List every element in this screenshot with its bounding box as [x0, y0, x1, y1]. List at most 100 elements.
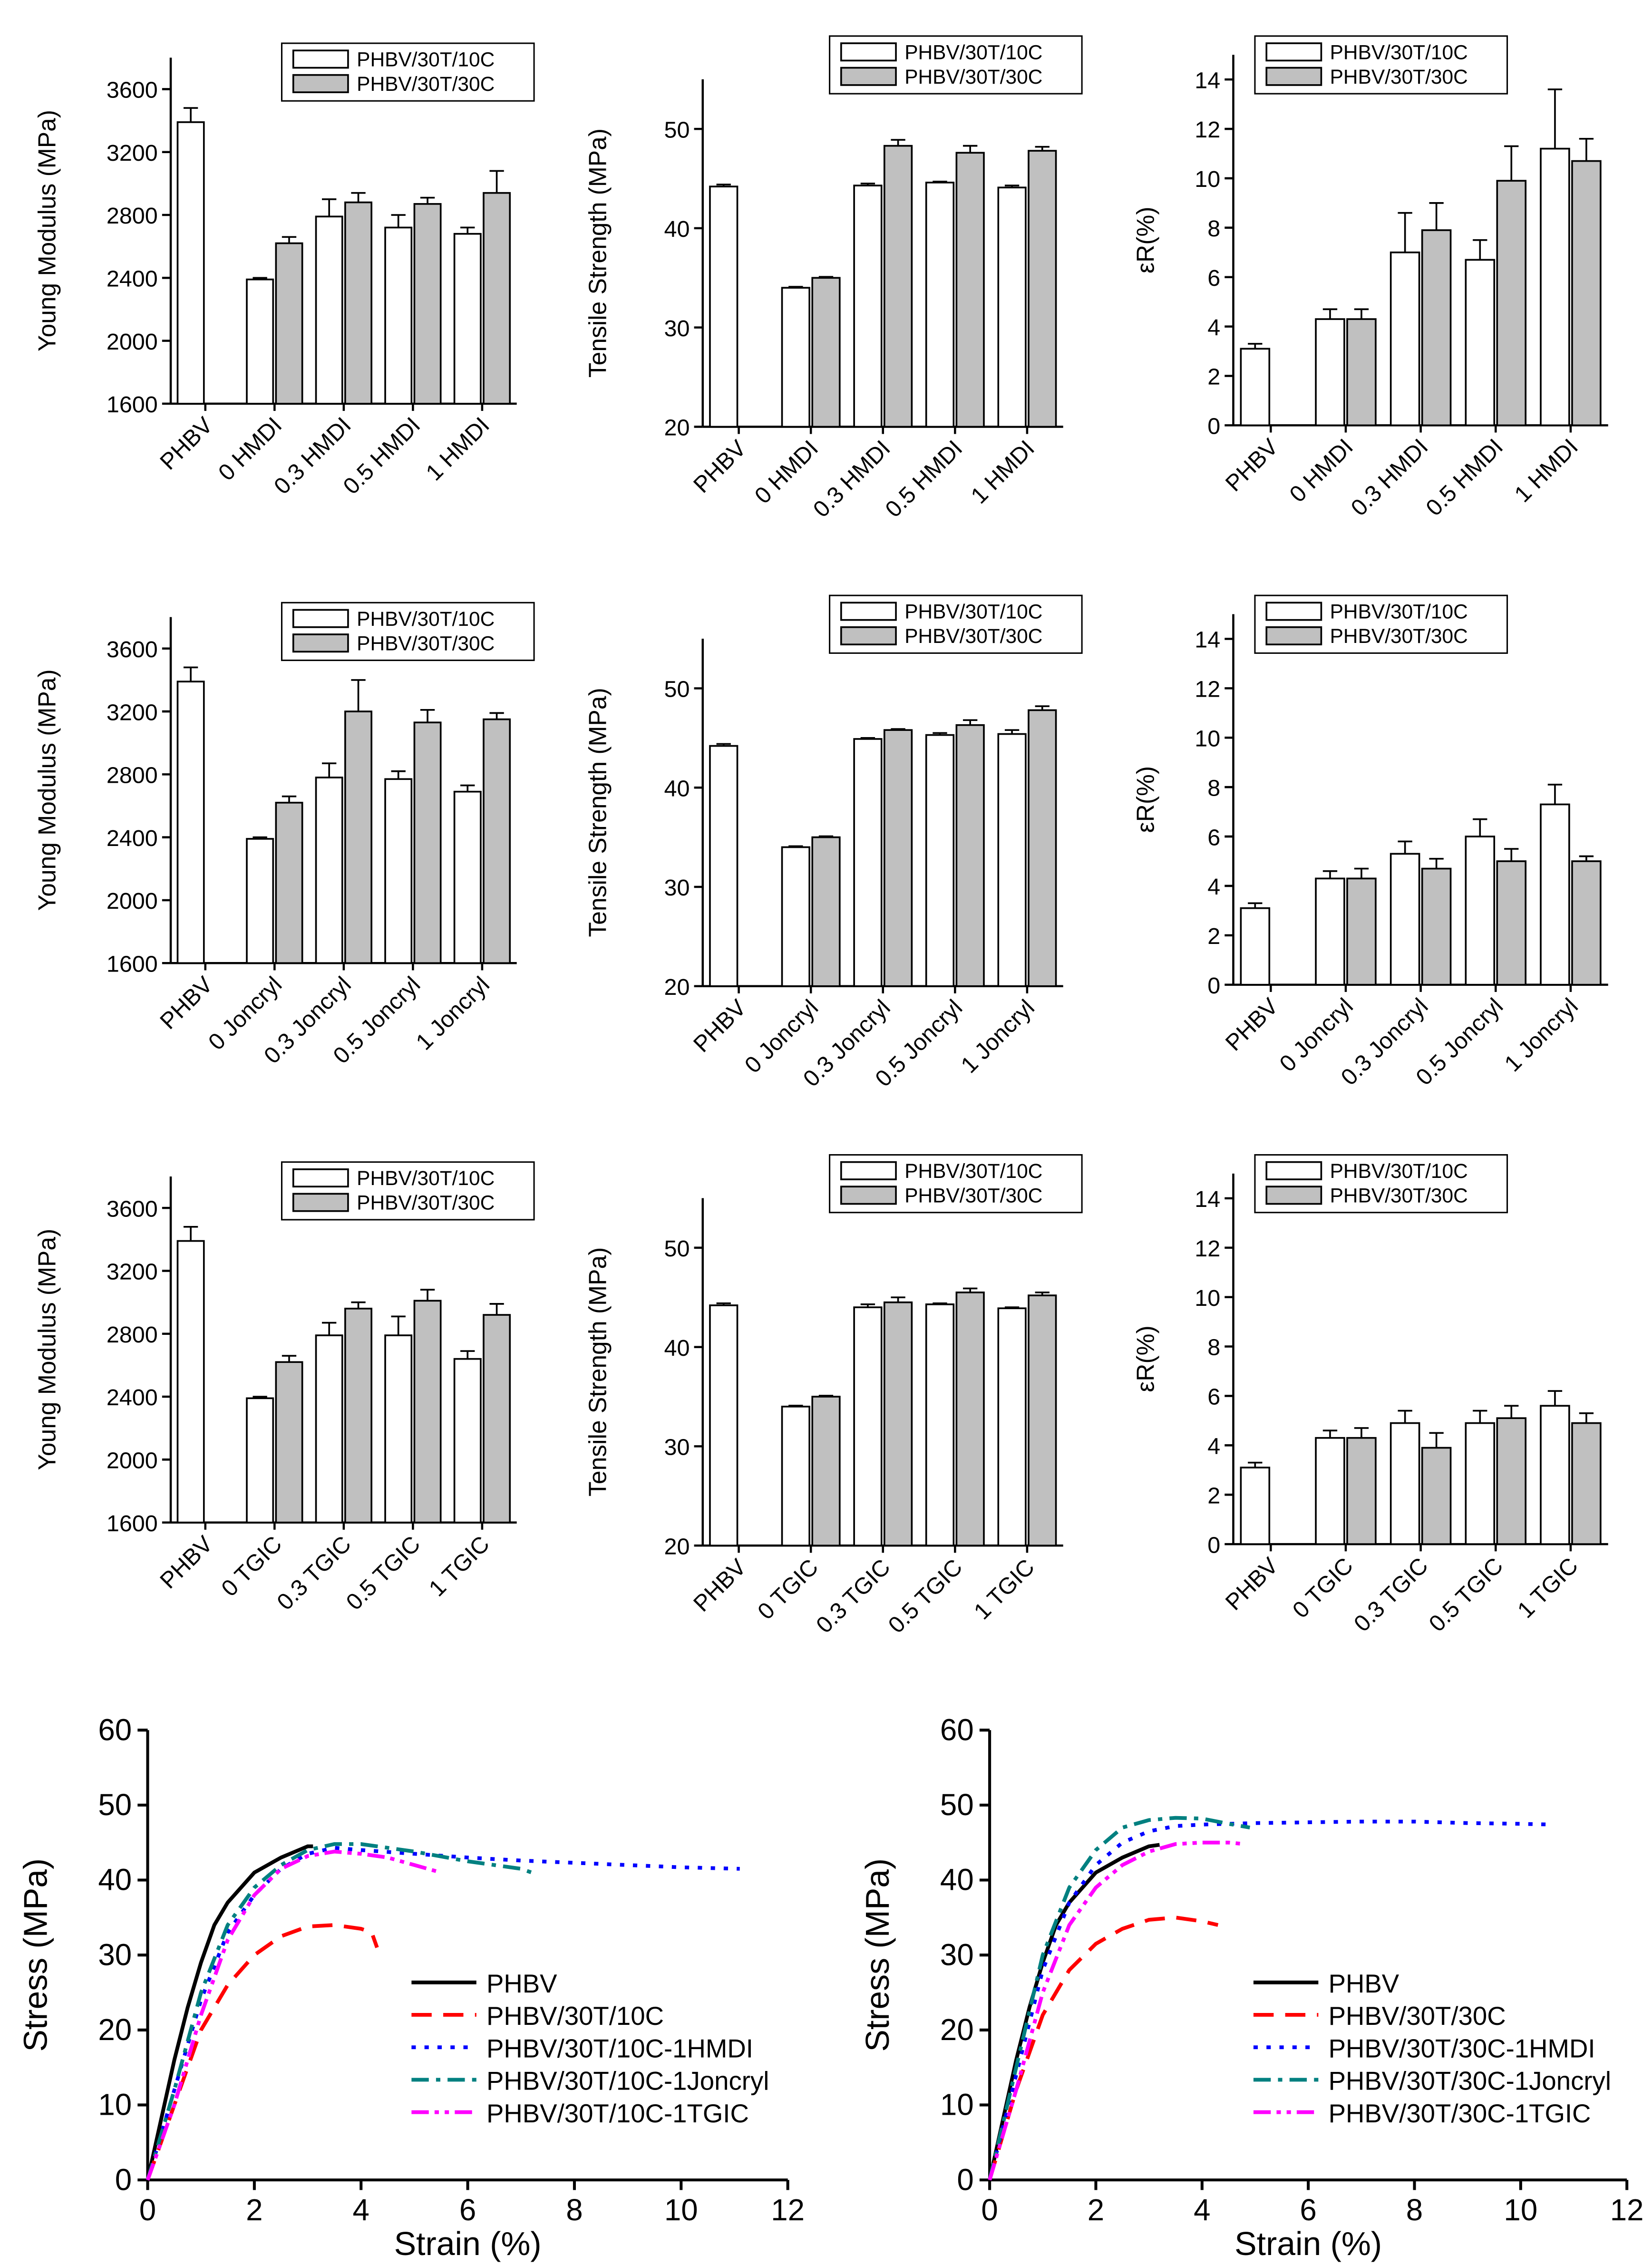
bar — [883, 145, 913, 428]
y-tick-label: 0 — [1207, 1532, 1220, 1558]
y-axis-label: Young Modulus (MPa) — [33, 110, 60, 351]
x-tick-label: 1 HMDI — [1509, 434, 1583, 507]
bar — [1540, 803, 1570, 986]
error-bar — [183, 107, 198, 122]
error-bar — [1248, 343, 1263, 349]
error-bar — [860, 737, 875, 739]
y-tick-label: 20 — [664, 974, 690, 1000]
y-tick-label: 3200 — [107, 700, 158, 725]
bar — [344, 710, 373, 964]
error-bar — [282, 236, 297, 243]
bar — [1028, 150, 1057, 428]
x-tick-label: 1 HMDI — [421, 412, 494, 486]
y-tick-label: 2000 — [107, 888, 158, 914]
bar — [1496, 860, 1527, 986]
error-bar — [183, 666, 198, 682]
bar — [709, 1304, 739, 1546]
error-bar — [420, 709, 435, 723]
bar — [483, 1314, 511, 1524]
error-bar — [1547, 88, 1563, 149]
error-bar — [489, 1303, 504, 1315]
error-bar — [1322, 1429, 1338, 1438]
legend-label: PHBV/30T/30C-1HMDI — [1329, 2034, 1595, 2063]
legend-label: PHBV/30T/10C-1Joncryl — [486, 2067, 769, 2096]
y-axis-label: Young Modulus (MPa) — [33, 669, 60, 911]
x-tick-label: 10 — [664, 2193, 698, 2227]
error-bar — [933, 732, 947, 735]
bar — [1540, 1405, 1570, 1545]
x-tick-label: 2 — [246, 2193, 262, 2227]
legend-label: PHBV — [1329, 1969, 1399, 1998]
bar — [709, 185, 739, 428]
error-bar — [460, 226, 475, 234]
error-bar — [253, 277, 267, 280]
error-bar — [891, 1296, 905, 1303]
bar — [1421, 229, 1452, 427]
error-bar — [420, 1289, 435, 1301]
error-bar — [183, 1225, 198, 1241]
error-bar — [1429, 857, 1444, 869]
legend-swatch — [1265, 1186, 1322, 1205]
bar — [384, 226, 413, 405]
y-tick-label: 20 — [940, 2013, 974, 2047]
series-line — [988, 1819, 1553, 2181]
bar — [246, 278, 274, 405]
y-tick-label: 12 — [1195, 1236, 1220, 1262]
legend-swatch — [1265, 1161, 1322, 1180]
x-tick-label: 1 TGIC — [424, 1531, 495, 1602]
bar — [883, 1301, 913, 1546]
x-tick-label: PHBV — [155, 412, 218, 475]
y-tick-label: 1600 — [107, 951, 158, 977]
y-axis-label: εR(%) — [1132, 766, 1159, 833]
legend-label: PHBV/30T/10C — [357, 48, 495, 70]
bar — [811, 1396, 841, 1546]
y-tick-label: 1600 — [107, 392, 158, 418]
bar — [955, 152, 985, 428]
legend-label: PHBV/30T/30C — [904, 1185, 1042, 1207]
y-tick-label: 3200 — [107, 140, 158, 166]
legend-label: PHBV/30T/30C — [357, 73, 495, 95]
y-tick-label: 10 — [98, 2088, 132, 2122]
bar — [1346, 877, 1377, 986]
x-tick-label: 0 — [981, 2193, 998, 2227]
bar — [1390, 1422, 1420, 1545]
y-tick-label: 4 — [1207, 1433, 1220, 1459]
y-tick-label: 12 — [1195, 117, 1220, 143]
error-bar — [1398, 212, 1412, 253]
y-tick-label: 10 — [1195, 166, 1220, 192]
y-axis-label: Tensile Strength (MPa) — [584, 128, 612, 378]
bar — [1028, 709, 1057, 987]
error-bar — [1473, 1410, 1487, 1423]
y-tick-label: 0 — [957, 2163, 973, 2197]
x-tick-label: 1 Joncryl — [956, 995, 1039, 1078]
legend-swatch — [292, 1168, 349, 1188]
bar — [997, 186, 1027, 428]
x-tick-label: 8 — [1406, 2193, 1423, 2227]
legend-label: PHBV/30T/30C-1Joncryl — [1329, 2067, 1611, 2096]
x-tick-label: 2 — [1088, 2193, 1104, 2227]
bar — [413, 721, 442, 964]
bar — [1465, 836, 1496, 986]
legend-label: PHBV/30T/10C — [904, 601, 1042, 623]
y-tick-label: 2800 — [107, 203, 158, 229]
y-tick-label: 50 — [664, 117, 690, 143]
error-bar — [1322, 308, 1338, 320]
error-bar — [351, 679, 366, 712]
bar — [453, 233, 482, 405]
x-tick-label: 10 — [1504, 2193, 1537, 2227]
legend-swatch — [292, 609, 349, 628]
error-bar — [788, 286, 803, 288]
series-line — [988, 1915, 1219, 2181]
legend-label: PHBV/30T/10C — [1330, 1160, 1468, 1182]
error-bar — [282, 1355, 297, 1362]
error-bar — [818, 1395, 834, 1397]
bar — [483, 192, 511, 405]
series-line — [988, 1816, 1250, 2181]
bar — [1390, 853, 1420, 986]
legend-label: PHBV/30T/10C-1TGIC — [486, 2099, 749, 2128]
y-tick-label: 40 — [664, 776, 690, 801]
y-tick-label: 6 — [1207, 1384, 1220, 1410]
error-bar — [1579, 855, 1594, 862]
legend-label: PHBV — [486, 1969, 557, 1998]
